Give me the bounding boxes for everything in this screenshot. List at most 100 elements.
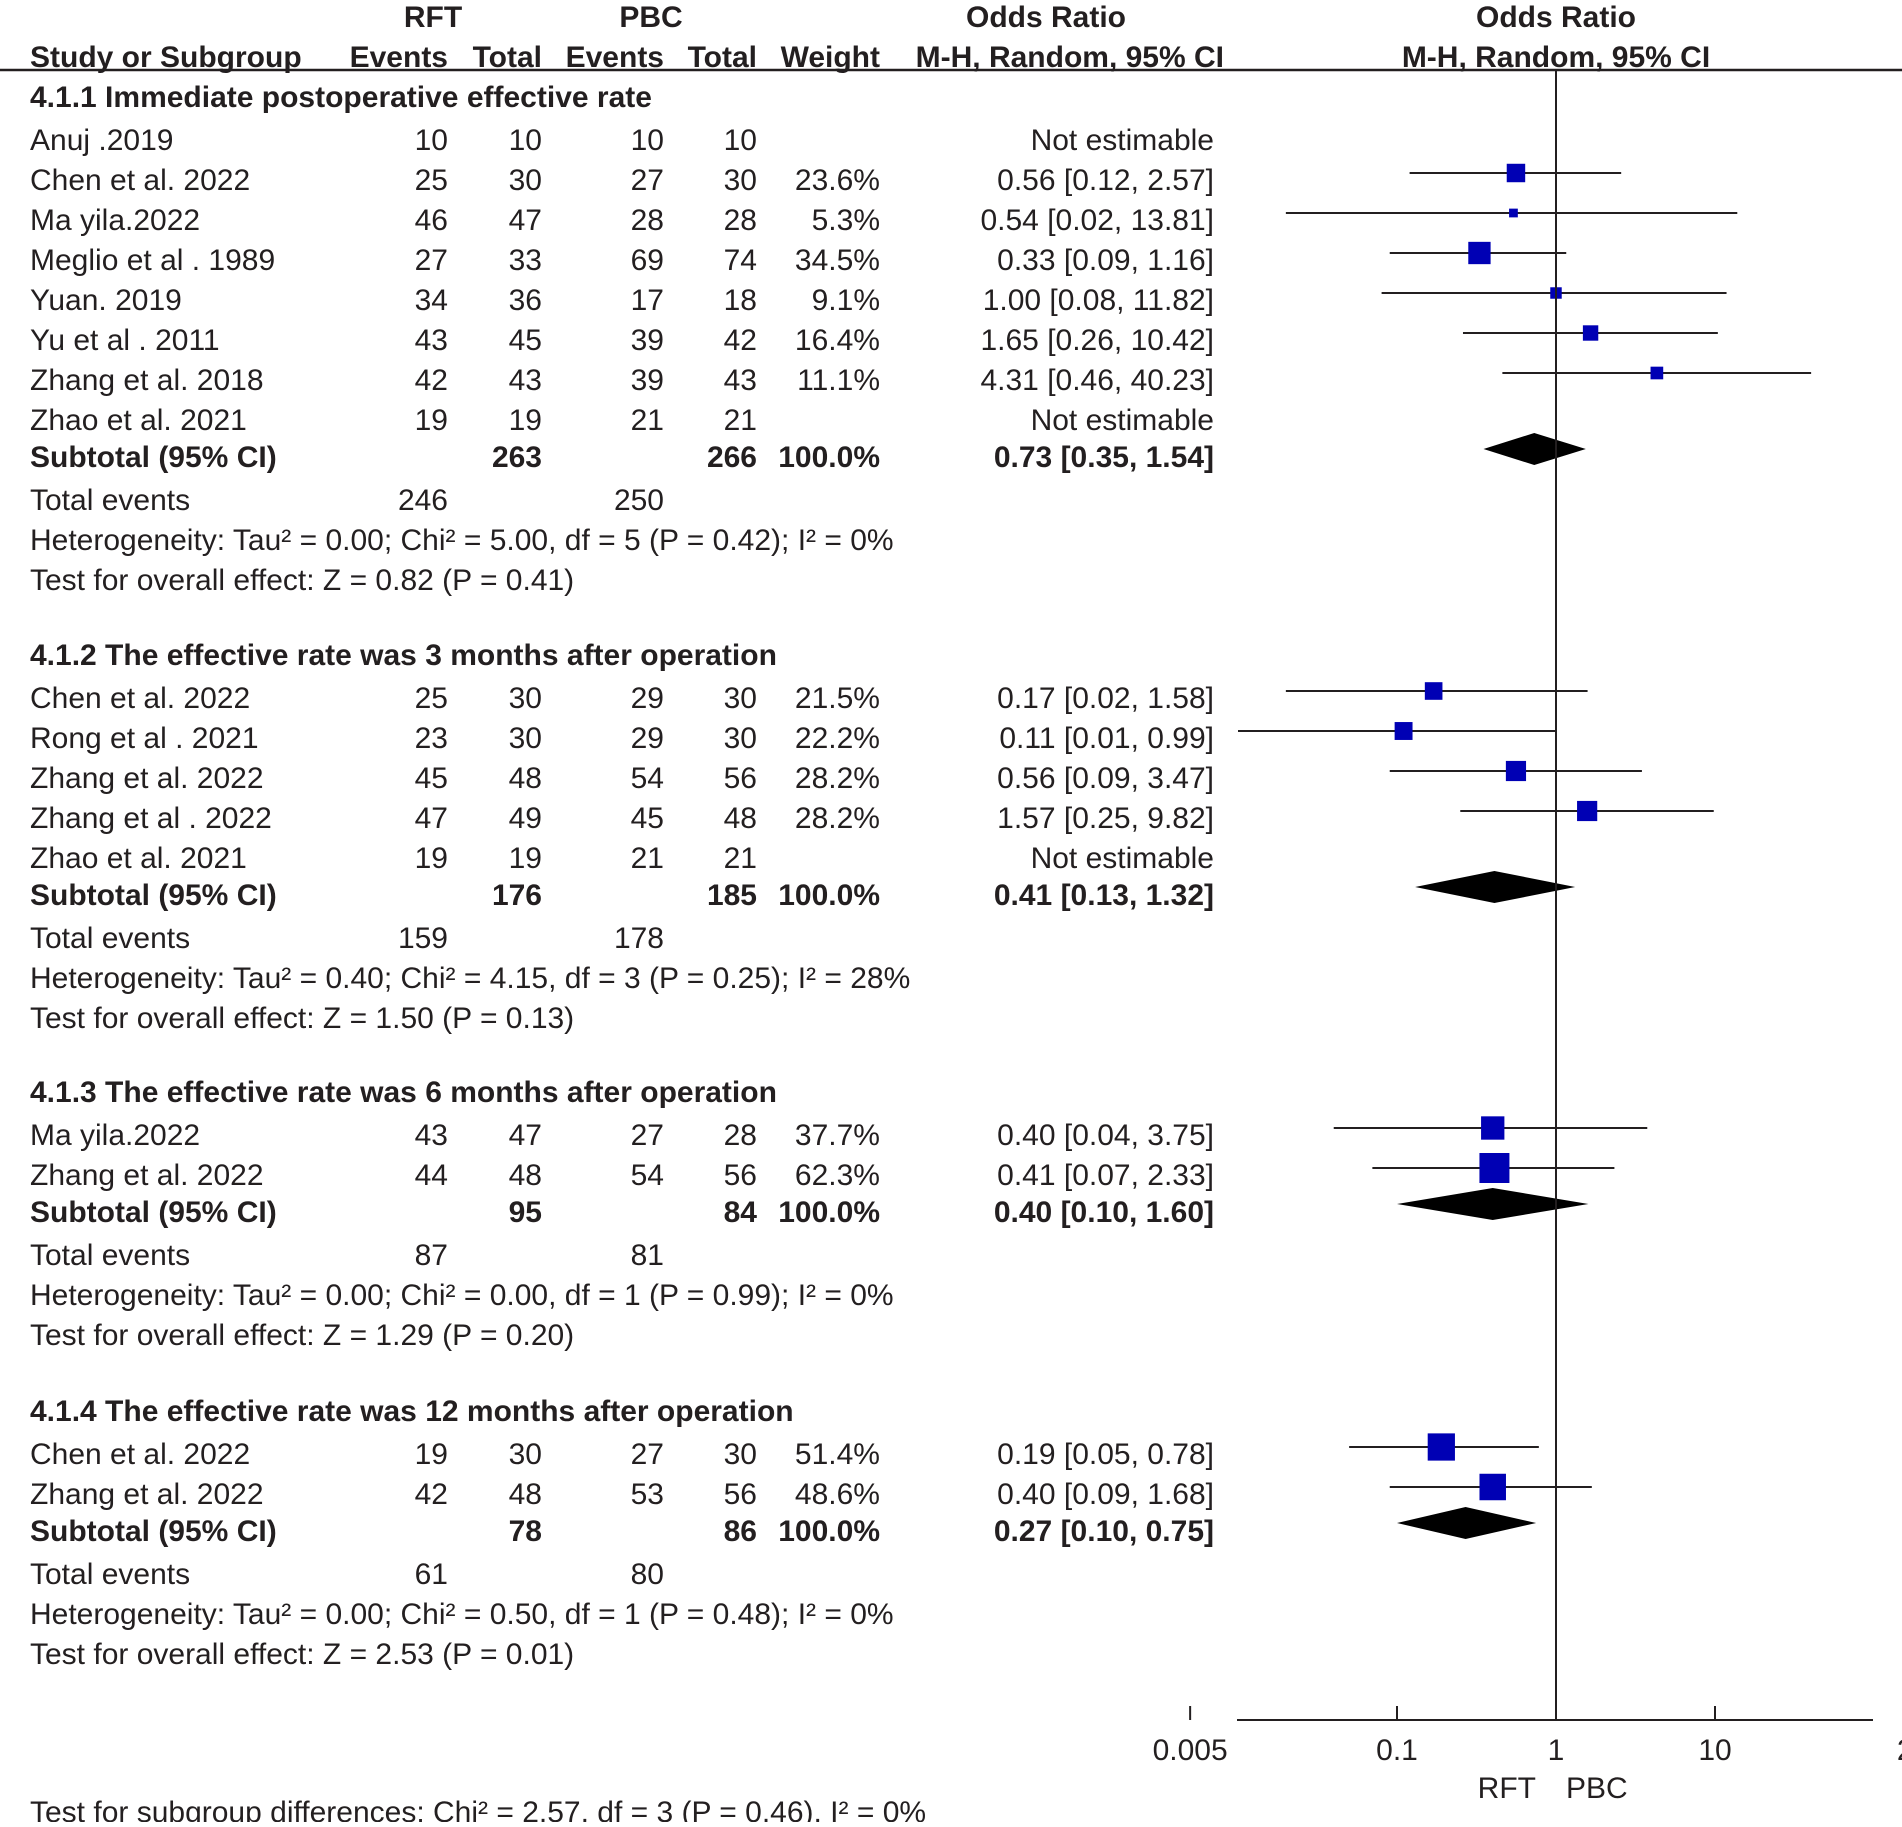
total-events-pbc: 250: [614, 484, 664, 517]
x-tick-label: 0.005: [1153, 1734, 1228, 1767]
events-pbc: 69: [631, 244, 664, 277]
study-name: Ma yila.2022: [30, 204, 200, 237]
events-rft: 47: [415, 802, 448, 835]
events-pbc: 21: [631, 842, 664, 875]
study-weight: 23.6%: [795, 164, 880, 197]
plot-marks: [1238, 163, 1812, 1539]
heterogeneity-text: Heterogeneity: Tau² = 0.40; Chi² = 4.15,…: [30, 962, 910, 995]
total-events-row: Total events 159 178: [30, 922, 664, 955]
subtotal-row: Subtotal (95% CI) 263 266 100.0% 0.73 [0.35,…: [30, 441, 1214, 474]
subtotal-diamond: [1483, 433, 1586, 465]
total-pbc: 30: [724, 722, 757, 755]
total-rft: 47: [509, 204, 542, 237]
study-marker: [1427, 1433, 1455, 1461]
events-pbc: 28: [631, 204, 664, 237]
header-method: M-H, Random, 95% CI: [916, 41, 1224, 74]
header-plot-title: Odds Ratio: [1476, 1, 1636, 34]
study-name: Zhang et al. 2018: [30, 364, 264, 397]
table-row: Zhao et al. 2021 19 19 21 21 Not estimable: [30, 404, 1214, 437]
header-events-b: Events: [566, 41, 664, 74]
subgroup-test: Test for subgroup differences: Chi² = 2.…: [30, 1796, 926, 1822]
subgroup-title: 4.1.2 The effective rate was 3 months af…: [30, 639, 777, 672]
header-group-b: PBC: [619, 1, 682, 34]
total-pbc: 74: [724, 244, 757, 277]
total-events-pbc: 178: [614, 922, 664, 955]
odds-ratio-ci: 0.41 [0.07, 2.33]: [997, 1159, 1214, 1192]
total-rft: 30: [509, 722, 542, 755]
study-marker: [1582, 325, 1599, 341]
header-weight: Weight: [781, 41, 880, 74]
total-rft: 10: [509, 124, 542, 157]
study-weight: 9.1%: [812, 284, 880, 317]
events-rft: 10: [415, 124, 448, 157]
odds-ratio-ci: 1.65 [0.26, 10.42]: [980, 324, 1214, 357]
subtotal-row: Subtotal (95% CI) 176 185 100.0% 0.41 [0.13,…: [30, 879, 1214, 912]
total-pbc: 56: [724, 1159, 757, 1192]
subtotal-diamond: [1415, 871, 1576, 903]
total-pbc: 56: [724, 762, 757, 795]
events-pbc: 21: [631, 404, 664, 437]
total-events-row: Total events 61 80: [30, 1558, 664, 1591]
study-marker: [1650, 366, 1664, 380]
study-name: Zhang et al. 2022: [30, 762, 264, 795]
study-marker: [1505, 760, 1527, 782]
events-pbc: 29: [631, 722, 664, 755]
overall-effect-text: Test for overall effect: Z = 1.29 (P = 0…: [30, 1319, 574, 1352]
total-events-rft: 61: [415, 1558, 448, 1591]
subtotal-total-pbc: 86: [724, 1515, 757, 1548]
odds-ratio-ci: 4.31 [0.46, 40.23]: [980, 364, 1214, 397]
subtotal-total-pbc: 266: [707, 441, 757, 474]
odds-ratio-ci: 0.11 [0.01, 0.99]: [999, 722, 1214, 755]
odds-ratio-ci: 1.00 [0.08, 11.82]: [983, 284, 1214, 317]
table-row: Ma yila.2022 46 47 28 28 5.3% 0.54 [0.02, 13.8…: [30, 204, 1214, 237]
study-weight: 22.2%: [795, 722, 880, 755]
study-weight: 37.7%: [795, 1119, 880, 1152]
subtotal-label: Subtotal (95% CI): [30, 1515, 277, 1548]
table-row: Chen et al. 2022 25 30 27 30 23.6% 0.56 [0.12,…: [30, 164, 1214, 197]
total-rft: 48: [509, 1159, 542, 1192]
total-events-pbc: 81: [631, 1239, 664, 1272]
study-marker: [1424, 682, 1443, 700]
subtotal-weight: 100.0%: [778, 1196, 880, 1229]
subtotal-row: Subtotal (95% CI) 78 86 100.0% 0.27 [0.10, 0…: [30, 1515, 1214, 1548]
study-name: Chen et al. 2022: [30, 682, 250, 715]
total-events-row: Total events 87 81: [30, 1239, 664, 1272]
table-rows: 4.1.1 Immediate postoperative effective …: [30, 81, 1214, 1671]
study-name: Yuan. 2019: [30, 284, 182, 317]
table-row: Chen et al. 2022 25 30 29 30 21.5% 0.17 [0.02,…: [30, 682, 1214, 715]
total-events-row: Total events 246 250: [30, 484, 664, 517]
x-tick-label: 200: [1897, 1734, 1902, 1767]
odds-ratio-ci: Not estimable: [1031, 124, 1214, 157]
odds-ratio-ci: 0.19 [0.05, 0.78]: [997, 1438, 1214, 1471]
subtotal-ci: 0.73 [0.35, 1.54]: [994, 441, 1214, 474]
odds-ratio-ci: 0.54 [0.02, 13.81]: [980, 204, 1214, 237]
events-rft: 25: [415, 164, 448, 197]
odds-ratio-ci: 0.56 [0.09, 3.47]: [997, 762, 1214, 795]
study-weight: 21.5%: [795, 682, 880, 715]
study-weight: 16.4%: [795, 324, 880, 357]
table-row: Rong et al . 2021 23 30 29 30 22.2% 0.11 [0.01…: [30, 722, 1214, 755]
subtotal-total-pbc: 84: [724, 1196, 758, 1229]
table-row: Anuj .2019 10 10 10 10 Not estimable: [30, 124, 1214, 157]
total-events-pbc: 80: [631, 1558, 664, 1591]
study-weight: 34.5%: [795, 244, 880, 277]
study-weight: 48.6%: [795, 1478, 880, 1511]
header-events-a: Events: [350, 41, 448, 74]
table-row: Zhang et al. 2022 42 48 53 56 48.6% 0.40 [0.09…: [30, 1478, 1214, 1511]
table-row: Zhang et al. 2022 44 48 54 56 62.3% 0.41 [0.07…: [30, 1159, 1214, 1192]
table-row: Zhang et al . 2022 47 49 45 48 28.2% 1.57 [0.2…: [30, 802, 1214, 835]
study-marker: [1479, 1473, 1506, 1501]
study-marker: [1506, 163, 1526, 183]
favours-right-label: PBC: [1566, 1772, 1628, 1805]
events-rft: 34: [415, 284, 448, 317]
events-pbc: 39: [631, 324, 664, 357]
total-rft: 45: [509, 324, 542, 357]
x-tick-label: 1: [1548, 1734, 1565, 1767]
subtotal-row: Subtotal (95% CI) 95 84 100.0% 0.40 [0.10, 1…: [30, 1196, 1214, 1229]
subtotal-total-rft: 176: [492, 879, 542, 912]
subgroup-title: 4.1.1 Immediate postoperative effective …: [30, 81, 652, 114]
odds-ratio-ci: 1.57 [0.25, 9.82]: [997, 802, 1214, 835]
total-rft: 36: [509, 284, 542, 317]
total-rft: 48: [509, 1478, 542, 1511]
